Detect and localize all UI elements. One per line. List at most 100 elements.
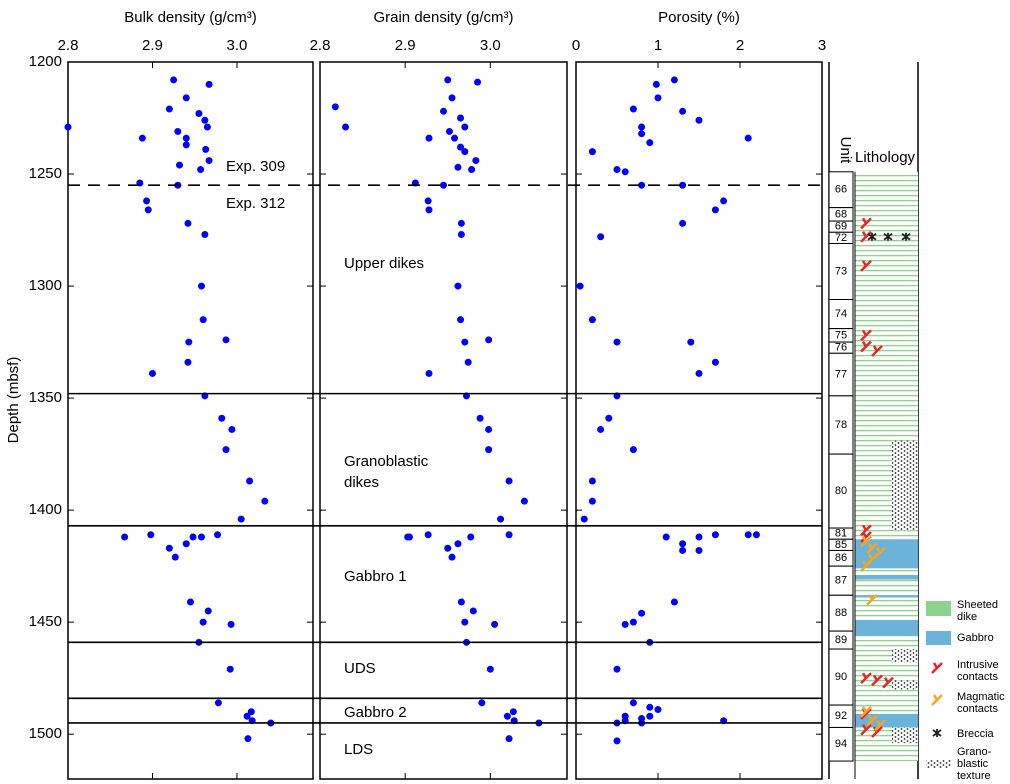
breccia	[867, 232, 877, 241]
unit-label: 78	[835, 419, 847, 431]
intrusive-contact	[860, 217, 872, 230]
data-point	[711, 531, 719, 539]
unit-label: 74	[835, 308, 847, 320]
data-point	[478, 699, 486, 707]
data-point	[744, 531, 752, 539]
data-point	[246, 477, 254, 485]
legend-label: Grano-blastic texture	[957, 746, 992, 782]
data-point	[342, 123, 350, 131]
annotation: Gabbro 2	[344, 704, 407, 721]
data-point	[588, 316, 596, 324]
intrusive-contact	[871, 674, 883, 687]
intrusive-contact	[860, 723, 872, 736]
data-point	[457, 231, 465, 239]
data-point	[613, 665, 621, 673]
data-point	[485, 446, 493, 454]
data-point	[509, 708, 517, 716]
data-point	[695, 546, 703, 554]
data-point	[226, 665, 234, 673]
data-point	[472, 157, 480, 165]
data-point	[451, 134, 459, 142]
x-tick-label: 3.0	[480, 37, 501, 54]
data-point	[629, 699, 637, 707]
legend-swatch	[931, 694, 943, 706]
unit-label: 87	[835, 575, 847, 587]
unit-box	[828, 395, 854, 455]
data-point	[474, 78, 482, 86]
axis-title: Porosity (%)	[658, 9, 740, 26]
unit-label: 86	[835, 552, 847, 564]
unit-box	[828, 594, 854, 632]
data-point	[222, 446, 230, 454]
data-point	[144, 206, 152, 214]
data-point	[424, 197, 432, 205]
legend-label: Gabbro	[957, 632, 994, 644]
data-point	[491, 620, 499, 628]
data-point	[580, 515, 588, 523]
data-point	[143, 197, 151, 205]
data-point	[247, 708, 255, 716]
data-point	[165, 105, 173, 113]
annotation: Exp. 309	[226, 158, 286, 175]
data-point	[182, 134, 190, 142]
data-point	[646, 712, 654, 720]
gabbro	[855, 595, 918, 598]
data-point	[670, 76, 678, 84]
data-point	[652, 80, 660, 88]
x-tick-label: 2.9	[142, 37, 163, 54]
data-point	[170, 76, 178, 84]
unit-label: 92	[835, 710, 847, 722]
y-tick-label: 1250	[29, 165, 62, 182]
data-point	[670, 598, 678, 606]
granoblastic	[892, 680, 918, 690]
data-point	[227, 620, 235, 628]
data-point	[204, 607, 212, 615]
data-point	[195, 110, 203, 118]
data-point	[448, 553, 456, 561]
data-point	[597, 425, 605, 433]
granoblastic	[892, 649, 918, 663]
data-point	[468, 166, 476, 174]
data-point	[214, 699, 222, 707]
data-point	[461, 148, 469, 156]
intrusive-contact	[882, 676, 894, 689]
granoblastic	[892, 727, 918, 744]
data-point	[476, 414, 484, 422]
data-point	[165, 544, 173, 552]
unit-box	[828, 648, 854, 706]
data-point	[201, 116, 209, 124]
data-point	[182, 94, 190, 102]
x-tick-label: 0	[572, 37, 580, 54]
data-point	[695, 533, 703, 541]
intrusive-contact	[860, 230, 872, 243]
legend-swatch	[926, 601, 951, 616]
unit-box	[828, 352, 854, 397]
data-point	[64, 123, 72, 131]
unit-label: 68	[835, 208, 847, 220]
data-point	[711, 358, 719, 366]
data-point	[182, 540, 190, 548]
data-point	[454, 163, 462, 171]
data-point	[440, 107, 447, 115]
data-point	[638, 130, 646, 138]
annotation: Gabbro 1	[344, 568, 407, 585]
annotation: UDS	[344, 660, 376, 677]
data-point	[444, 76, 452, 84]
data-point	[461, 123, 469, 131]
lithology-header: Lithology	[855, 149, 916, 166]
data-point	[445, 127, 453, 135]
data-point	[457, 114, 465, 122]
unit-box	[828, 565, 854, 596]
data-point	[202, 145, 210, 153]
data-point	[505, 477, 513, 485]
data-point	[205, 80, 213, 88]
data-point	[448, 94, 456, 102]
data-point	[138, 134, 146, 142]
data-point	[605, 414, 613, 422]
data-point	[679, 546, 687, 554]
data-point	[237, 515, 245, 523]
data-point	[613, 166, 621, 174]
data-point	[485, 425, 493, 433]
